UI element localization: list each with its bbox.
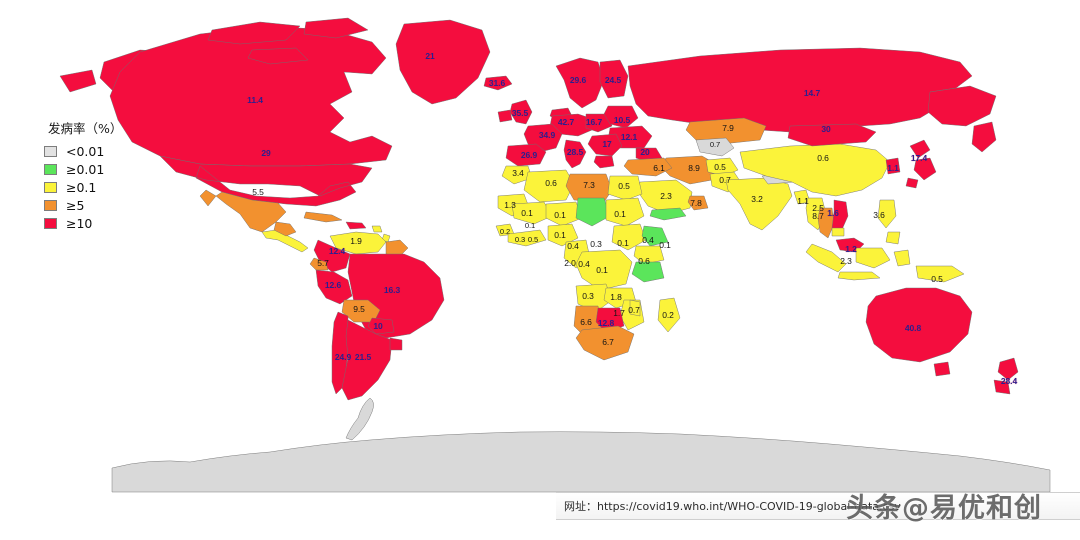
legend-swatch-red bbox=[44, 217, 57, 229]
region-somalia bbox=[641, 225, 669, 247]
region-niger bbox=[545, 201, 583, 227]
region-oman-uae bbox=[687, 195, 709, 211]
watermark: 头条@易优和创 bbox=[846, 493, 1042, 524]
legend-swatch-green bbox=[44, 163, 57, 175]
region-philippines bbox=[877, 199, 901, 245]
source-url-text: 网址：https://covid19.who.int/WHO-COVID-19-… bbox=[564, 500, 901, 513]
region-south-africa bbox=[575, 325, 635, 361]
region-turkey bbox=[623, 157, 673, 177]
region-italy bbox=[563, 139, 587, 169]
region-russia-far-east bbox=[927, 85, 997, 127]
region-guatemala-honduras bbox=[273, 221, 297, 237]
region-uzbekistan-turkmenistan bbox=[695, 137, 735, 157]
legend-rows: <0.01 ≥0.01 ≥0.1 ≥5 ≥10 bbox=[44, 143, 122, 231]
region-spain-portugal bbox=[505, 143, 547, 167]
region-united-kingdom bbox=[497, 99, 533, 125]
legend-label-yellow: ≥0.1 bbox=[66, 179, 97, 195]
region-guyana-suriname bbox=[385, 239, 409, 257]
region-madagascar bbox=[657, 297, 681, 333]
region-indonesia-sumatra bbox=[805, 243, 847, 273]
region-antarctica bbox=[111, 431, 1051, 493]
region-thailand bbox=[817, 207, 835, 239]
region-papua-new-guinea bbox=[915, 265, 965, 283]
legend-label-green: ≥0.01 bbox=[66, 161, 105, 177]
region-peru bbox=[315, 269, 353, 305]
region-sulawesi bbox=[893, 249, 911, 267]
region-argentina bbox=[341, 319, 393, 401]
region-ecuador bbox=[309, 257, 329, 271]
legend-item-none: <0.01 bbox=[44, 143, 122, 159]
region-cambodia bbox=[831, 227, 845, 237]
region-paraguay bbox=[367, 317, 395, 335]
region-kamchatka bbox=[971, 121, 997, 153]
region-tasmania bbox=[933, 361, 951, 377]
region-dr-congo bbox=[575, 249, 633, 291]
region-guinea-coast bbox=[507, 229, 547, 247]
region-australia bbox=[865, 287, 973, 363]
region-canada-arctic-islands bbox=[207, 17, 369, 65]
region-mongolia bbox=[787, 123, 877, 147]
region-north-south-korea bbox=[885, 157, 901, 175]
region-egypt bbox=[607, 175, 643, 201]
legend: 发病率（%） <0.01 ≥0.01 ≥0.1 ≥5 ≥10 bbox=[44, 118, 122, 233]
region-greenland bbox=[395, 19, 491, 105]
region-sudan bbox=[605, 197, 645, 227]
region-iceland bbox=[483, 75, 513, 91]
region-hispaniola bbox=[345, 221, 367, 230]
legend-label-red: ≥10 bbox=[66, 215, 93, 231]
region-russia bbox=[627, 47, 973, 133]
legend-swatch-none bbox=[44, 145, 57, 157]
region-yemen bbox=[649, 207, 687, 221]
region-malawi bbox=[629, 299, 641, 317]
region-chad-central bbox=[575, 197, 611, 227]
region-borneo bbox=[855, 247, 891, 269]
region-kenya-uganda bbox=[633, 245, 665, 265]
region-indonesia-java bbox=[837, 271, 881, 281]
legend-label-orange: ≥5 bbox=[66, 197, 85, 213]
region-venezuela bbox=[329, 231, 387, 255]
region-cuba bbox=[303, 211, 343, 223]
region-tanzania bbox=[631, 261, 665, 283]
region-brazil bbox=[347, 253, 445, 339]
legend-item-yellow: ≥0.1 bbox=[44, 179, 122, 195]
region-antarctic-peninsula bbox=[345, 397, 374, 441]
region-algeria bbox=[523, 169, 575, 203]
region-kazakhstan bbox=[685, 117, 767, 145]
legend-label-none: <0.01 bbox=[66, 143, 105, 159]
region-romania-balkans bbox=[587, 133, 623, 157]
region-ethiopia bbox=[611, 223, 647, 251]
region-finland bbox=[599, 59, 629, 99]
region-morocco bbox=[501, 165, 533, 185]
legend-title: 发病率（%） bbox=[48, 121, 123, 136]
region-uruguay bbox=[389, 337, 403, 351]
region-new-zealand bbox=[993, 357, 1019, 395]
region-norway-sweden bbox=[555, 57, 605, 109]
region-canada bbox=[109, 25, 393, 167]
legend-item-red: ≥10 bbox=[44, 215, 122, 231]
region-mali bbox=[511, 201, 553, 225]
region-india bbox=[725, 177, 793, 231]
legend-swatch-yellow bbox=[44, 181, 57, 193]
legend-item-green: ≥0.01 bbox=[44, 161, 122, 177]
legend-swatch-orange bbox=[44, 199, 57, 211]
region-angola bbox=[575, 283, 613, 313]
region-japan bbox=[905, 139, 937, 189]
source-bar: 网址：https://covid19.who.int/WHO-COVID-19-… bbox=[556, 492, 1080, 520]
region-greece bbox=[593, 155, 615, 169]
legend-item-orange: ≥5 bbox=[44, 197, 122, 213]
